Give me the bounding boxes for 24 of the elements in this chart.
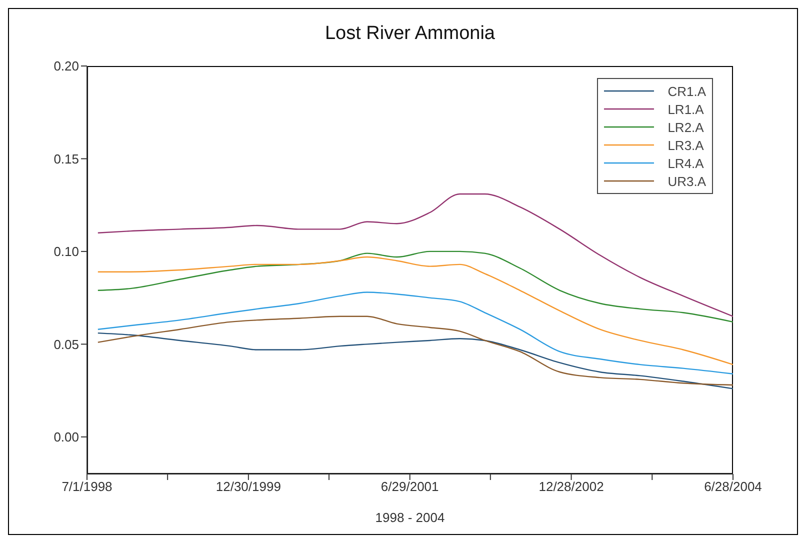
- y-tick-label: 0.05: [54, 336, 79, 352]
- x-tick-label: 12/28/2002: [538, 479, 604, 494]
- legend-label: LR4.A: [668, 156, 704, 170]
- line-series: [97, 292, 733, 374]
- legend-label: LR1.A: [668, 102, 704, 116]
- y-tick-label: 0.20: [54, 58, 79, 74]
- legend-label: LR3.A: [668, 138, 704, 152]
- line-series: [97, 316, 733, 386]
- x-tick-label: 12/30/1999: [216, 479, 281, 494]
- line-series: [97, 193, 733, 317]
- y-tick-label: 0.10: [54, 244, 79, 260]
- line-series: [97, 256, 733, 366]
- line-series: [97, 250, 733, 323]
- x-tick-label: 6/28/2004: [704, 479, 762, 494]
- y-tick-label: 0.00: [54, 430, 79, 445]
- line-series: [97, 332, 733, 390]
- x-axis-title: 1998 - 2004: [375, 510, 445, 525]
- y-tick-label: 0.15: [54, 151, 79, 166]
- x-tick-label: 6/29/2001: [380, 479, 439, 494]
- legend-label: UR3.A: [668, 174, 706, 188]
- x-tick-label: 7/1/1998: [62, 479, 112, 494]
- legend-label: CR1.A: [668, 84, 706, 98]
- legend-label: LR2.A: [668, 120, 704, 134]
- chart-title: Lost River Ammonia: [324, 23, 496, 45]
